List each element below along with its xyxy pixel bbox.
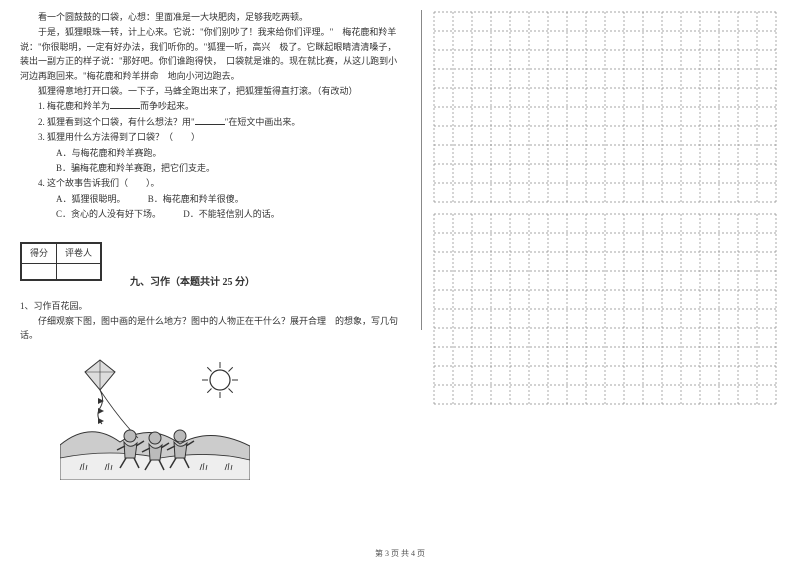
passage-p3: 狐狸得意地打开口袋。一下子，马蜂全跑出来了，把狐狸蜇得直打滚。（有改动） bbox=[20, 84, 405, 98]
kite-children-illustration bbox=[60, 350, 250, 480]
question-1: 1. 梅花鹿和羚羊为 而争吵起来。 bbox=[38, 99, 405, 113]
q3-opt-a[interactable]: A．与梅花鹿和羚羊赛跑。 bbox=[56, 146, 405, 160]
q2-text-a: 狐狸看到这个口袋，有什么想法？用" bbox=[47, 117, 195, 127]
q3-num: 3. bbox=[38, 132, 45, 142]
answer-grid-1[interactable] bbox=[432, 10, 778, 204]
q3-opt-b[interactable]: B．骗梅花鹿和羚羊赛跑，把它们支走。 bbox=[56, 161, 405, 175]
answer-grid-2[interactable] bbox=[432, 212, 778, 406]
page-footer: 第 3 页 共 4 页 bbox=[0, 548, 800, 559]
question-4: 4. 这个故事告诉我们（ ）。 bbox=[38, 176, 405, 190]
q2-text-b: "在短文中画出来。 bbox=[225, 117, 301, 127]
passage-p1: 看一个圆鼓鼓的口袋，心想：里面准是一大块肥肉，足够我吃两顿。 bbox=[20, 10, 405, 24]
question-3: 3. 狐狸用什么方法得到了口袋？（ ） bbox=[38, 130, 405, 144]
q4-opts-cd: C．贪心的人没有好下场。 D．不能轻信别人的话。 bbox=[56, 207, 405, 221]
writing-grid-2[interactable] bbox=[432, 212, 778, 406]
q2-blank[interactable] bbox=[195, 115, 225, 125]
question-2: 2. 狐狸看到这个口袋，有什么想法？用" "在短文中画出来。 bbox=[38, 115, 405, 129]
column-divider bbox=[421, 10, 422, 330]
q4-opt-b[interactable]: B．梅花鹿和羚羊很傻。 bbox=[148, 192, 244, 206]
section-9-title: 九、习作（本题共计 25 分） bbox=[130, 275, 405, 291]
illustration bbox=[60, 350, 405, 484]
score-box: 得分 评卷人 bbox=[20, 242, 102, 280]
q1-text-b: 而争吵起来。 bbox=[140, 101, 194, 111]
q4-opt-c[interactable]: C．贪心的人没有好下场。 bbox=[56, 207, 161, 221]
writing-grid-1[interactable] bbox=[432, 10, 778, 204]
q4-num: 4. bbox=[38, 178, 45, 188]
q4-opt-a[interactable]: A．狐狸很聪明。 bbox=[56, 192, 126, 206]
q1-blank[interactable] bbox=[110, 99, 140, 109]
q2-num: 2. bbox=[38, 117, 45, 127]
q4-opts-ab: A．狐狸很聪明。 B．梅花鹿和羚羊很傻。 bbox=[56, 192, 405, 206]
score-h1: 得分 bbox=[22, 244, 57, 263]
left-column: 看一个圆鼓鼓的口袋，心想：里面准是一大块肥肉，足够我吃两顿。 于是，狐狸眼珠一转… bbox=[20, 10, 415, 545]
score-cell-2[interactable] bbox=[57, 263, 101, 279]
q3-text: 狐狸用什么方法得到了口袋？（ ） bbox=[47, 132, 200, 142]
writing-q-num: 1、习作百花园。 bbox=[20, 299, 405, 313]
q1-num: 1. bbox=[38, 101, 45, 111]
q1-text-a: 梅花鹿和羚羊为 bbox=[47, 101, 110, 111]
score-cell-1[interactable] bbox=[22, 263, 57, 279]
passage-p2: 于是，狐狸眼珠一转，计上心来。它说："你们别吵了！我来给你们评理。" 梅花鹿和羚… bbox=[20, 25, 405, 83]
writing-instruction: 仔细观察下图，图中画的是什么地方？图中的人物正在干什么？展开合理 的想象，写几句… bbox=[20, 314, 405, 343]
right-column bbox=[428, 10, 778, 545]
q4-opt-d[interactable]: D．不能轻信别人的话。 bbox=[183, 207, 280, 221]
score-h2: 评卷人 bbox=[57, 244, 101, 263]
q4-text: 这个故事告诉我们（ ）。 bbox=[47, 178, 160, 188]
